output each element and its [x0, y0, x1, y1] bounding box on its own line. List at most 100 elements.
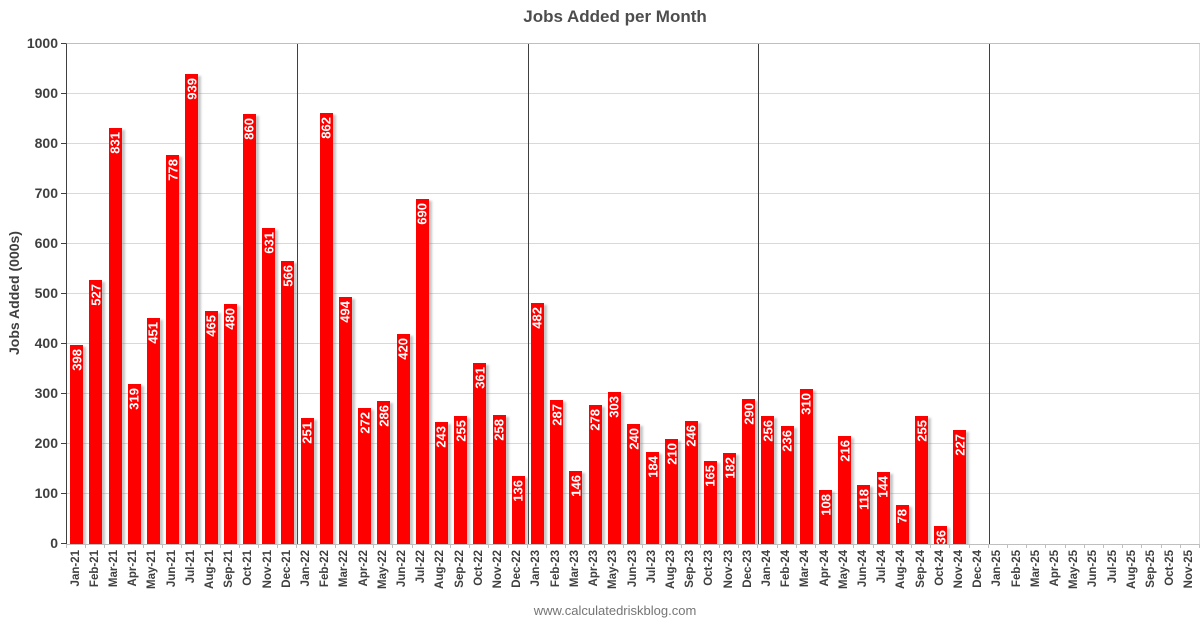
bar: 566 — [280, 261, 295, 544]
x-tick — [757, 544, 759, 548]
bar-value-label: 860 — [241, 118, 257, 140]
x-tick-label: Jun-23 — [626, 550, 639, 588]
x-tick — [354, 544, 356, 548]
bar: 480 — [222, 304, 238, 544]
bar-value-label: 862 — [318, 117, 334, 139]
x-tick — [1083, 544, 1085, 548]
bar: 182 — [722, 453, 737, 544]
bar-value-label: 451 — [145, 322, 161, 344]
year-separator-line — [297, 44, 298, 544]
bar: 251 — [300, 418, 315, 544]
x-tick — [1064, 544, 1066, 548]
x-tick — [277, 544, 279, 548]
plot-area: 398 527 831 319 451 778 939 465 480 860 631 566 251 8… — [66, 43, 1200, 545]
y-tick — [61, 342, 66, 344]
y-tick — [61, 292, 66, 294]
x-tick — [1006, 544, 1008, 548]
bar: 184 — [645, 452, 660, 544]
x-tick — [1122, 544, 1124, 548]
x-tick-label: Feb-25 — [1010, 550, 1023, 588]
bar: 136 — [511, 476, 526, 544]
bar: 939 — [184, 74, 199, 544]
x-tick-label: Aug-24 — [895, 550, 908, 589]
x-tick — [507, 544, 509, 548]
x-tick-label: Aug-22 — [434, 550, 447, 589]
x-tick-label: Jul-21 — [184, 550, 197, 584]
x-tick-label: Feb-23 — [549, 550, 562, 588]
bar-value-label: 310 — [798, 393, 814, 415]
bar-value-label: 480 — [222, 308, 238, 330]
bar: 860 — [241, 114, 257, 544]
x-tick — [66, 544, 67, 548]
bar: 278 — [588, 405, 603, 544]
x-tick — [450, 544, 452, 548]
x-tick — [776, 544, 778, 548]
x-tick-label: Jun-25 — [1087, 550, 1100, 588]
bar: 303 — [607, 392, 622, 544]
x-tick — [430, 544, 432, 548]
x-tick-label: Nov-23 — [722, 550, 735, 589]
bar: 290 — [741, 399, 756, 544]
x-tick-label: Mar-25 — [1029, 550, 1042, 588]
x-tick-label: Dec-21 — [280, 550, 293, 588]
y-tick-label: 600 — [34, 235, 58, 251]
x-tick — [584, 544, 586, 548]
x-tick-label: Jan-24 — [760, 550, 773, 587]
gridline — [67, 393, 1200, 394]
bar-value-label: 361 — [472, 367, 488, 389]
x-tick-label: Apr-23 — [588, 550, 601, 587]
x-tick — [968, 544, 970, 548]
x-tick-label: Sep-25 — [1144, 550, 1157, 588]
bar: 310 — [798, 389, 814, 544]
y-tick-label: 700 — [34, 185, 58, 201]
x-tick — [238, 544, 240, 548]
bar: 240 — [626, 424, 641, 544]
x-tick-label: Jan-22 — [300, 550, 313, 587]
x-tick — [411, 544, 413, 548]
y-tick-label: 100 — [34, 485, 58, 501]
gridline — [67, 93, 1200, 94]
bar: 420 — [396, 334, 411, 544]
bar: 465 — [204, 311, 219, 544]
x-tick-label: Oct-24 — [933, 550, 946, 586]
bar: 494 — [338, 297, 353, 544]
bar-value-label: 690 — [414, 203, 430, 225]
bar-value-label: 146 — [568, 475, 584, 497]
x-tick — [814, 544, 816, 548]
x-tick-label: Oct-23 — [703, 550, 716, 586]
x-tick — [603, 544, 605, 548]
bar-value-label: 36 — [933, 530, 949, 545]
x-tick-label: Jan-21 — [69, 550, 82, 587]
bar-value-label: 108 — [818, 494, 834, 516]
bar: 36 — [933, 526, 949, 545]
x-tick-label: Nov-24 — [952, 550, 965, 589]
x-tick — [680, 544, 682, 548]
x-tick-label: Sep-22 — [453, 550, 466, 588]
bar: 118 — [856, 485, 871, 544]
x-tick-label: Aug-21 — [204, 550, 217, 589]
bar: 236 — [779, 426, 795, 544]
bar-value-label: 319 — [126, 388, 142, 410]
bar: 778 — [165, 155, 180, 544]
x-tick — [1141, 544, 1143, 548]
bar-value-label: 210 — [664, 443, 680, 465]
bar-value-label: 527 — [88, 284, 104, 306]
bar-value-label: 272 — [357, 412, 373, 434]
x-tick-label: Jul-23 — [645, 550, 658, 584]
bar: 831 — [108, 128, 123, 544]
x-tick-label: Sep-21 — [223, 550, 236, 588]
x-tick-label: May-23 — [607, 550, 620, 589]
bar: 227 — [952, 430, 967, 544]
x-tick — [104, 544, 106, 548]
y-tick — [61, 242, 66, 244]
x-tick — [373, 544, 375, 548]
bar-value-label: 165 — [702, 465, 718, 487]
x-tick — [200, 544, 202, 548]
bar-value-label: 236 — [779, 430, 795, 452]
x-tick — [622, 544, 624, 548]
x-tick-label: Aug-23 — [664, 550, 677, 589]
x-tick — [85, 544, 87, 548]
x-tick-label: Jul-25 — [1106, 550, 1119, 584]
x-tick-label: Dec-23 — [741, 550, 754, 588]
y-tick-label: 900 — [34, 85, 58, 101]
